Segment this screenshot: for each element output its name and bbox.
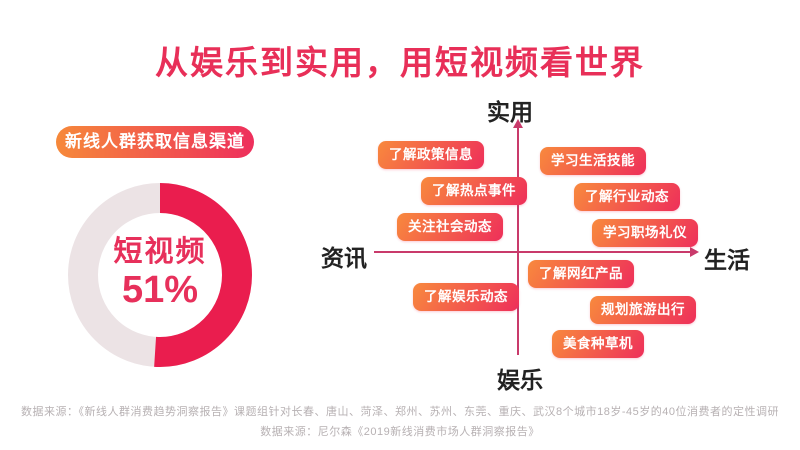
data-source-line-1: 数据来源：《新线人群消费趋势洞察报告》课题组针对长春、唐山、菏泽、郑州、苏州、东… [21, 406, 779, 418]
data-source-line-2: 数据来源：尼尔森《2019新线消费市场人群洞察报告》 [260, 426, 540, 438]
quadrant-tag: 了解政策信息 [378, 141, 484, 169]
quadrant-tag: 学习职场礼仪 [592, 219, 698, 247]
donut-value: 51% [121, 269, 199, 312]
page-title: 从娱乐到实用，用短视频看世界 [155, 44, 645, 81]
axis-label-bottom: 娱乐 [497, 367, 543, 393]
axis-arrow-right-icon [690, 247, 699, 257]
axis-label-right: 生活 [704, 247, 750, 273]
quadrant-tag: 规划旅游出行 [590, 296, 696, 324]
quadrant-tag: 了解网红产品 [528, 260, 634, 288]
channel-badge: 新线人群获取信息渠道 [56, 126, 254, 158]
axis-label-top: 实用 [487, 99, 533, 125]
horizontal-axis-line [374, 251, 692, 253]
vertical-axis-line [517, 128, 519, 355]
quadrant-tag: 学习生活技能 [540, 147, 646, 175]
quadrant-tag: 关注社会动态 [397, 213, 503, 241]
axis-arrow-up-icon [513, 119, 523, 128]
quadrant-tag: 了解娱乐动态 [413, 283, 519, 311]
donut-label: 短视频 [113, 236, 207, 269]
axis-label-left: 资讯 [321, 245, 367, 271]
donut-chart [68, 183, 252, 367]
donut-center-text: 短视频 51% [60, 175, 260, 375]
quadrant-tag: 了解行业动态 [574, 183, 680, 211]
donut-arc [68, 183, 252, 367]
quadrant-tag: 了解热点事件 [421, 177, 527, 205]
quadrant-tag: 美食种草机 [552, 330, 644, 358]
